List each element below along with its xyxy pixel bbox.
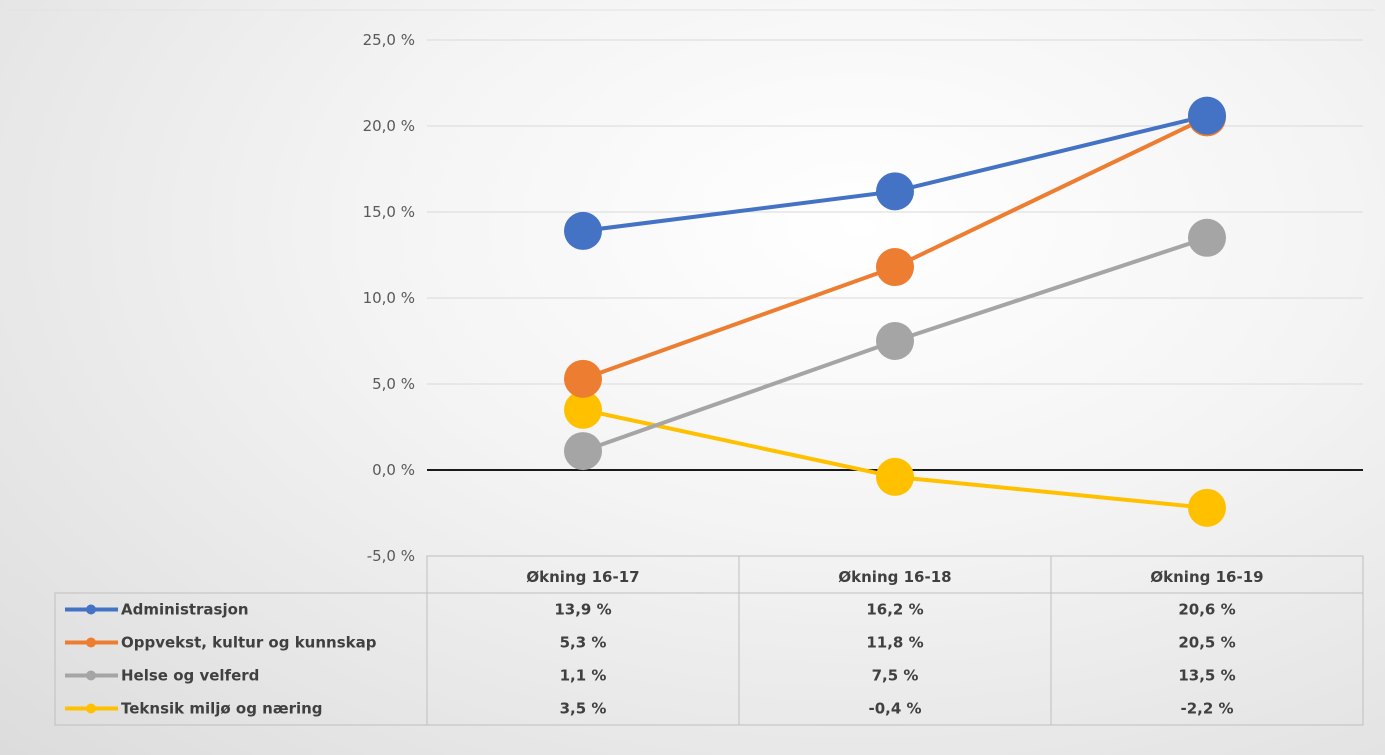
y-tick-label: 25,0 % xyxy=(363,31,415,49)
table-cell-value: 11,8 % xyxy=(866,634,923,652)
table-cell-value: 20,5 % xyxy=(1178,634,1235,652)
data-point xyxy=(876,322,914,360)
data-point xyxy=(564,359,602,398)
table-cell-value: 3,5 % xyxy=(560,700,607,718)
legend-key-marker xyxy=(86,637,96,648)
legend-key-marker xyxy=(86,670,96,681)
category-label: Økning 16-18 xyxy=(838,568,951,586)
table-row-label: Helse og velferd xyxy=(121,667,259,685)
table-row-label: Teknsik miljø og næring xyxy=(121,700,323,718)
data-point xyxy=(876,457,914,496)
category-label: Økning 16-19 xyxy=(1150,568,1263,586)
data-point xyxy=(1188,96,1226,135)
table-cell-value: -2,2 % xyxy=(1180,700,1233,718)
data-point xyxy=(876,172,914,211)
data-point xyxy=(564,211,602,250)
data-point xyxy=(564,432,602,471)
table-cell-value: -0,4 % xyxy=(868,700,921,718)
table-cell-value: 20,6 % xyxy=(1178,601,1235,619)
table-cell-value: 5,3 % xyxy=(560,634,607,652)
table-cell-value: 7,5 % xyxy=(872,667,919,685)
category-label: Økning 16-17 xyxy=(526,568,639,586)
y-tick-label: 20,0 % xyxy=(363,117,415,135)
data-point xyxy=(1188,488,1226,527)
data-point xyxy=(876,248,914,287)
legend-key-marker xyxy=(86,703,96,714)
y-tick-label: 0,0 % xyxy=(372,461,415,479)
table-cell-value: 13,5 % xyxy=(1178,667,1235,685)
y-tick-label: 10,0 % xyxy=(363,289,415,307)
table-cell-value: 13,9 % xyxy=(554,601,611,619)
table-row-label: Oppvekst, kultur og kunnskap xyxy=(121,634,377,652)
y-tick-label: -5,0 % xyxy=(367,547,415,565)
y-tick-label: 5,0 % xyxy=(372,375,415,393)
y-tick-label: 15,0 % xyxy=(363,203,415,221)
data-point xyxy=(564,390,602,429)
legend-key-marker xyxy=(86,604,96,615)
table-cell-value: 16,2 % xyxy=(866,601,923,619)
table-cell-value: 1,1 % xyxy=(560,667,607,685)
table-row-label: Administrasjon xyxy=(121,601,249,619)
data-point xyxy=(1188,218,1226,257)
